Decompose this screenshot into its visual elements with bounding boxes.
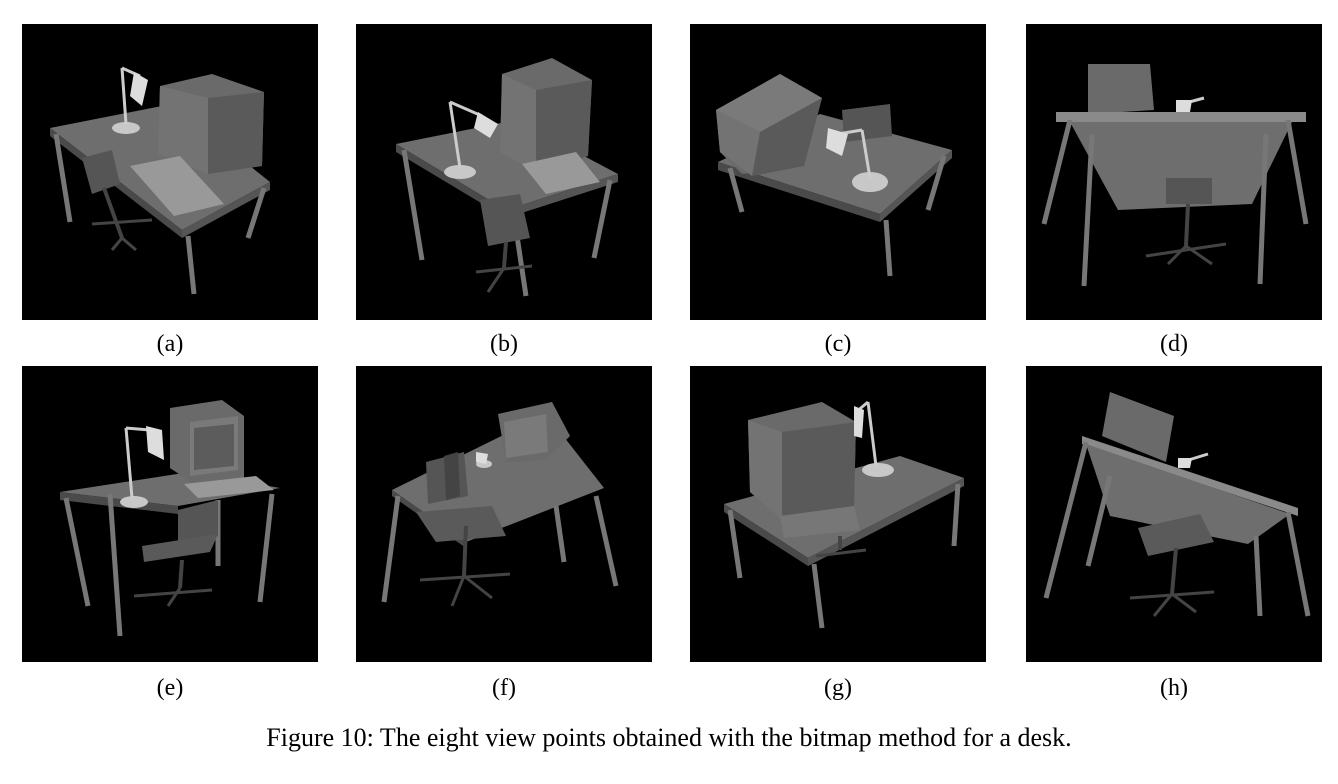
desk-render-view-c: [716, 74, 952, 277]
panel-e-label: (e): [156, 675, 184, 701]
desk-render-view-e: [60, 400, 280, 637]
panel-d-image: [1026, 24, 1322, 320]
panel-b-image: [356, 24, 652, 320]
figure-caption: Figure 10: The eight view points obtaine…: [266, 723, 1072, 752]
panel-f-image: [356, 366, 652, 662]
panel-b-label: (b): [490, 331, 518, 357]
panel-d-label: (d): [1160, 331, 1188, 357]
panel-h-label: (h): [1160, 675, 1188, 701]
panel-f-label: (f): [492, 675, 516, 701]
desk-render-view-g: [724, 400, 964, 629]
desk-render-view-f: [381, 402, 619, 607]
panel-e-image: [22, 366, 318, 662]
panel-g-label: (g): [824, 675, 852, 701]
panel-a-label: (a): [156, 331, 184, 357]
desk-render-view-h: [1043, 392, 1311, 617]
panel-c-label: (c): [824, 331, 852, 357]
panel-c-image: [690, 24, 986, 320]
panel-a-image: [22, 24, 318, 320]
desk-render-view-b: [396, 58, 618, 297]
panel-h-image: [1026, 366, 1322, 662]
desk-render-view-a: [50, 66, 270, 295]
desk-render-view-d: [1041, 64, 1309, 287]
panel-g-image: [690, 366, 986, 662]
